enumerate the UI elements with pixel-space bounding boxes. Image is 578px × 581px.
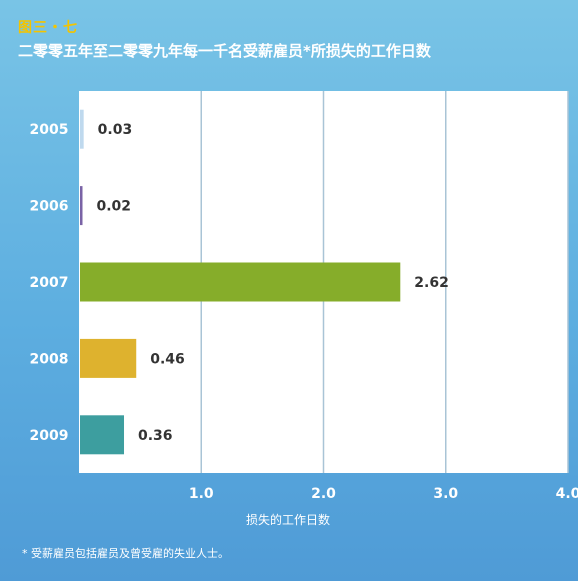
data-label: 0.46 [150, 351, 185, 367]
bar [80, 109, 84, 149]
data-label: 0.02 [97, 199, 132, 215]
category-label: 2007 [30, 275, 69, 291]
category-label: 2008 [30, 351, 69, 367]
x-tick-label: 2.0 [311, 486, 336, 502]
x-axis-title: 损失的工作日数 [246, 512, 330, 527]
category-label: 2005 [30, 122, 69, 138]
x-tick-label: 1.0 [189, 486, 214, 502]
bar [80, 415, 125, 455]
category-label: 2006 [30, 199, 69, 215]
figure-label: 图三・七 [18, 20, 78, 36]
data-label: 0.36 [138, 428, 173, 444]
bar [80, 338, 137, 378]
category-label: 2009 [30, 428, 69, 444]
bar [80, 262, 401, 302]
labels: 1.0 2.0 3.0 4.0 2005 0.03 2006 0.02 2007 2.62 2008… [30, 122, 578, 502]
chart-title: 二零零五年至二零零九年每一千名受薪雇员*所损失的工作日数 [18, 42, 431, 60]
x-tick-label: 4.0 [556, 486, 578, 502]
data-label: 0.03 [98, 122, 133, 138]
bar [80, 186, 83, 226]
bars [80, 109, 401, 455]
x-tick-label: 3.0 [433, 486, 458, 502]
data-label: 2.62 [414, 275, 449, 291]
footnote: * 受薪雇员包括雇员及曾受雇的失业人士。 [22, 547, 229, 560]
